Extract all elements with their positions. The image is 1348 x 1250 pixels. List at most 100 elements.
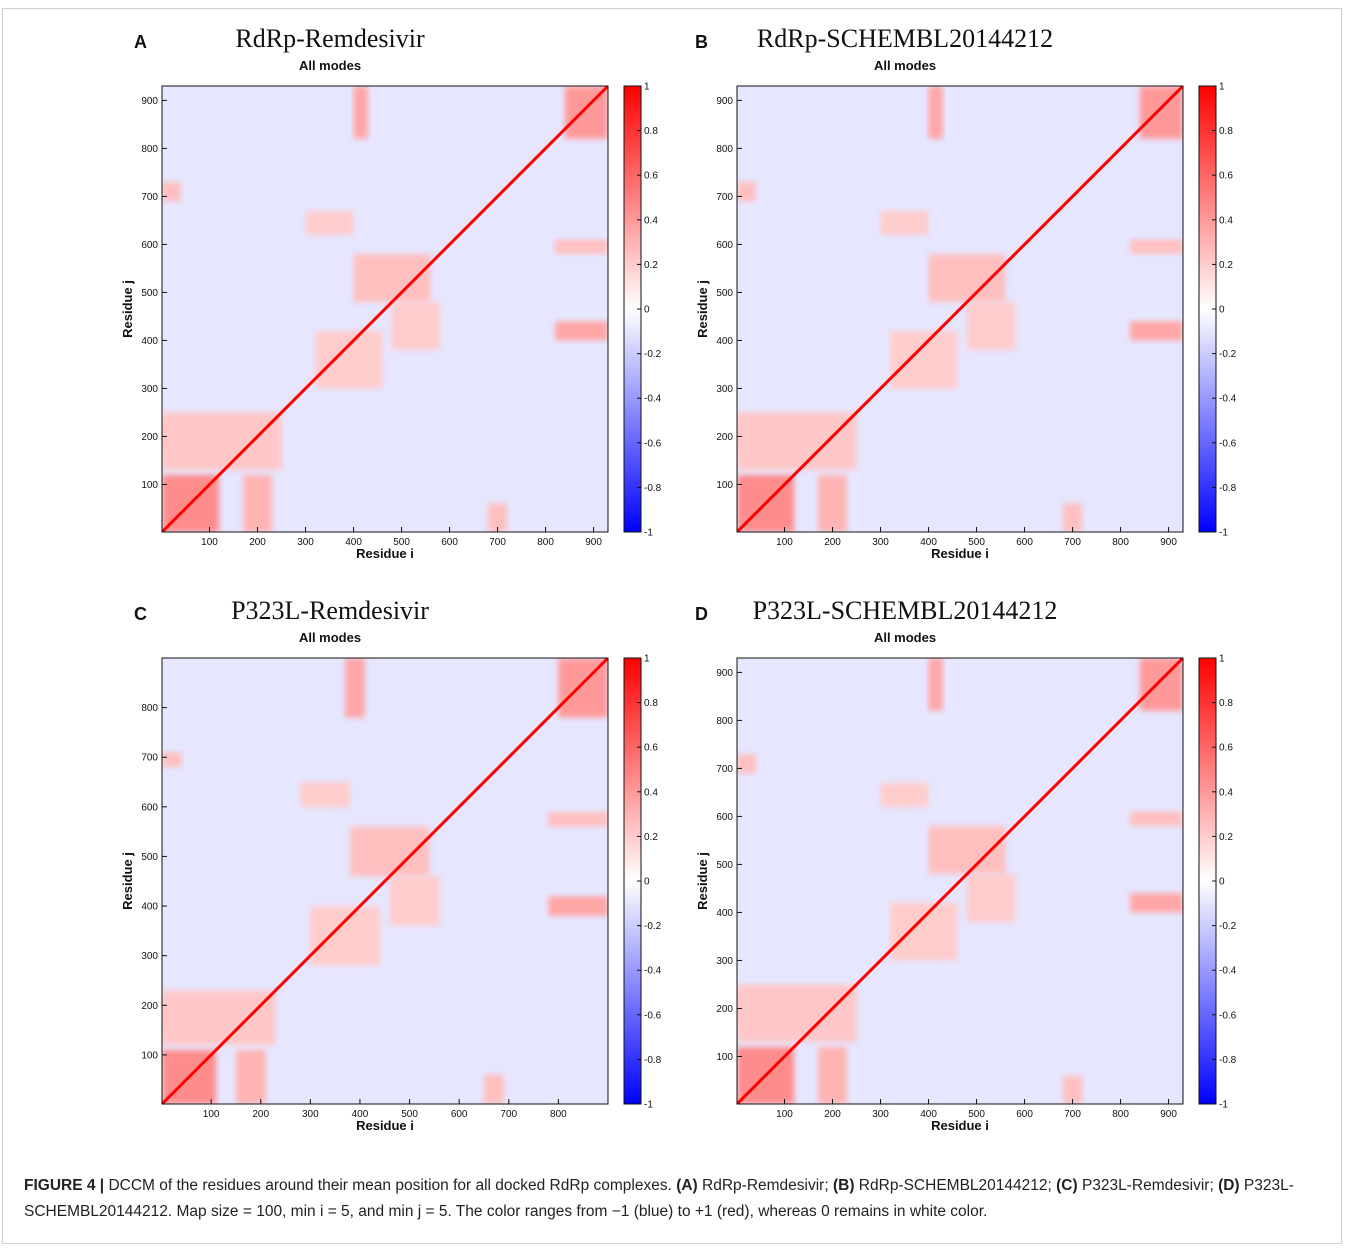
colorbar-tick-label: 1 xyxy=(644,82,650,93)
colorbar-tick-label: 0.2 xyxy=(1219,260,1233,271)
diagonal-line xyxy=(737,86,1183,532)
colorbar-tick-label: -0.2 xyxy=(644,349,662,360)
colorbar-tick-label: -0.6 xyxy=(1219,1010,1237,1021)
correlation-region xyxy=(235,1049,266,1104)
correlation-region xyxy=(1130,239,1183,255)
colorbar-tick-label: -0.2 xyxy=(644,921,662,932)
colorbar-tick-label: 0.6 xyxy=(644,171,658,182)
correlation-region xyxy=(1062,1075,1083,1104)
x-tick-label: 500 xyxy=(393,537,410,548)
plot-frame xyxy=(736,657,1184,1105)
colorbar-tick-label: -0.2 xyxy=(1219,921,1237,932)
panel-subtitle: All modes xyxy=(873,58,937,73)
x-tick-label: 300 xyxy=(872,537,889,548)
correlation-region xyxy=(162,182,181,202)
colorbar-tick-label: -0.8 xyxy=(644,483,662,494)
correlation-region xyxy=(818,474,847,532)
y-tick-label: 700 xyxy=(716,764,733,775)
caption-part: (D) xyxy=(1218,1177,1240,1194)
heatmap-cells xyxy=(737,86,1183,532)
correlation-region xyxy=(928,254,1006,303)
correlation-region xyxy=(880,210,929,235)
colorbar-tick-label: 0.8 xyxy=(644,126,658,137)
figure-caption: FIGURE 4 | DCCM of the residues around t… xyxy=(24,1173,1324,1225)
correlation-region xyxy=(162,990,276,1045)
x-axis-label: Residue i xyxy=(931,546,989,561)
x-tick-label: 500 xyxy=(968,537,985,548)
panel-subtitle: All modes xyxy=(298,58,362,73)
x-tick-label: 800 xyxy=(1112,537,1129,548)
x-tick-label: 100 xyxy=(776,1109,793,1120)
correlation-region xyxy=(391,302,440,351)
x-tick-label: 100 xyxy=(776,537,793,548)
panel-title: RdRp-SCHEMBL20144212 xyxy=(756,24,1054,53)
colorbar-tick-label: 0.2 xyxy=(644,832,658,843)
y-tick-label: 500 xyxy=(716,288,733,299)
y-tick-label: 800 xyxy=(141,144,158,155)
x-tick-label: 400 xyxy=(352,1109,369,1120)
colorbar-tick-label: -1 xyxy=(1219,528,1228,539)
colorbar-tick-label: -0.6 xyxy=(644,1010,662,1021)
colorbar-tick-label: -0.6 xyxy=(644,438,662,449)
panel-letter: B xyxy=(695,32,708,52)
caption-part: (C) xyxy=(1056,1177,1078,1194)
correlation-region xyxy=(305,210,354,235)
colorbar-tick-label: 0.8 xyxy=(1219,126,1233,137)
caption-part: (A) xyxy=(676,1177,698,1194)
correlation-region xyxy=(737,754,756,774)
colorbar-tick-label: -0.8 xyxy=(644,1055,662,1066)
y-tick-label: 300 xyxy=(716,384,733,395)
panel-subtitle: All modes xyxy=(298,630,362,645)
colorbar-tick-label: -1 xyxy=(1219,1100,1228,1111)
plot-frame xyxy=(161,657,609,1105)
heatmap-cells xyxy=(162,658,608,1104)
x-tick-label: 400 xyxy=(345,537,362,548)
y-axis-label: Residue j xyxy=(695,280,710,338)
correlation-region xyxy=(548,896,608,916)
correlation-region xyxy=(300,782,351,807)
x-tick-label: 500 xyxy=(401,1109,418,1120)
colorbar-tick-label: -1 xyxy=(644,1100,653,1111)
heatmap-cells xyxy=(737,658,1183,1104)
y-tick-label: 100 xyxy=(716,1052,733,1063)
y-tick-label: 600 xyxy=(141,240,158,251)
caption-part: RdRp-Remdesivir; xyxy=(697,1177,833,1194)
x-tick-label: 600 xyxy=(441,537,458,548)
correlation-region xyxy=(1130,811,1183,827)
y-axis-label: Residue j xyxy=(120,280,135,338)
panel-title: P323L-Remdesivir xyxy=(231,596,429,625)
correlation-region xyxy=(966,874,1015,923)
correlation-region xyxy=(818,1046,847,1104)
y-tick-label: 300 xyxy=(716,956,733,967)
y-tick-label: 600 xyxy=(141,802,158,813)
colorbar-tick-label: 0.6 xyxy=(1219,171,1233,182)
colorbar-tick-label: -0.8 xyxy=(1219,483,1237,494)
correlation-region xyxy=(243,474,272,532)
correlation-region xyxy=(966,302,1015,351)
y-tick-label: 500 xyxy=(141,852,158,863)
caption-part: DCCM of the residues around their mean p… xyxy=(104,1177,677,1194)
panel-a: A RdRp-Remdesivir All modes 100 200 300 400… xyxy=(100,24,720,584)
heatmap-cells xyxy=(162,86,608,532)
x-tick-label: 300 xyxy=(872,1109,889,1120)
caption-part: RdRp-SCHEMBL20144212; xyxy=(854,1177,1057,1194)
correlation-region xyxy=(737,412,857,471)
x-tick-label: 200 xyxy=(252,1109,269,1120)
y-tick-label: 400 xyxy=(141,336,158,347)
panel-subtitle: All modes xyxy=(873,630,937,645)
colorbar-tick-label: -0.4 xyxy=(1219,394,1237,405)
x-tick-label: 800 xyxy=(537,537,554,548)
y-tick-label: 500 xyxy=(716,860,733,871)
correlation-region xyxy=(310,906,380,966)
y-axis-label: Residue j xyxy=(120,852,135,910)
x-tick-label: 700 xyxy=(500,1109,517,1120)
diagonal-line xyxy=(162,658,608,1104)
correlation-region xyxy=(555,321,608,341)
correlation-region xyxy=(487,503,508,532)
correlation-region xyxy=(555,239,608,255)
y-tick-label: 400 xyxy=(141,902,158,913)
colorbar-tick-label: 0 xyxy=(1219,305,1225,316)
correlation-region xyxy=(483,1074,504,1104)
y-tick-label: 300 xyxy=(141,951,158,962)
correlation-region xyxy=(928,826,1006,875)
